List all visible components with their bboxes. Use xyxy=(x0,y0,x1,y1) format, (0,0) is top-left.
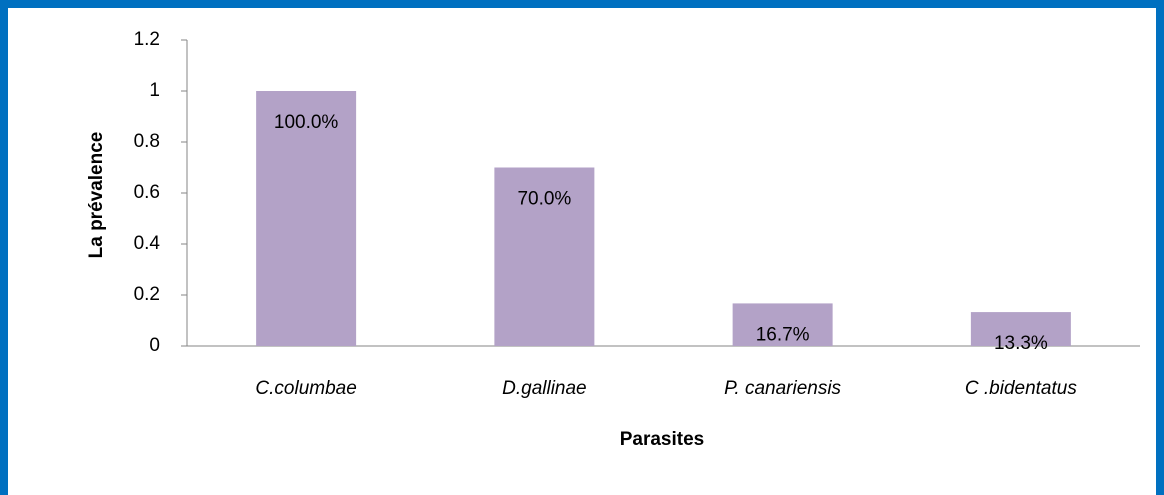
bar xyxy=(256,91,357,346)
y-tick-label: 0.8 xyxy=(134,131,160,152)
y-tick-label: 1 xyxy=(149,80,160,101)
y-axis-title: La prévalence xyxy=(86,132,107,259)
x-tick-label: D.gallinae xyxy=(502,378,587,399)
bar xyxy=(494,167,595,346)
data-label: 70.0% xyxy=(517,189,571,210)
data-label: 100.0% xyxy=(274,112,339,133)
x-tick-label: C.columbae xyxy=(255,378,356,399)
y-tick-label: 0 xyxy=(149,335,160,356)
y-tick-label: 0.6 xyxy=(134,182,160,203)
y-tick-label: 0.4 xyxy=(134,233,161,254)
bar xyxy=(970,312,1071,346)
y-tick-label: 0.2 xyxy=(134,284,160,305)
x-tick-label: C .bidentatus xyxy=(965,378,1077,399)
y-tick-label: 1.2 xyxy=(134,29,160,50)
data-label: 13.3% xyxy=(994,333,1048,354)
x-axis-title: Parasites xyxy=(620,429,705,450)
bar xyxy=(732,303,833,346)
data-label: 16.7% xyxy=(756,324,810,345)
x-tick-label: P. canariensis xyxy=(724,378,841,399)
